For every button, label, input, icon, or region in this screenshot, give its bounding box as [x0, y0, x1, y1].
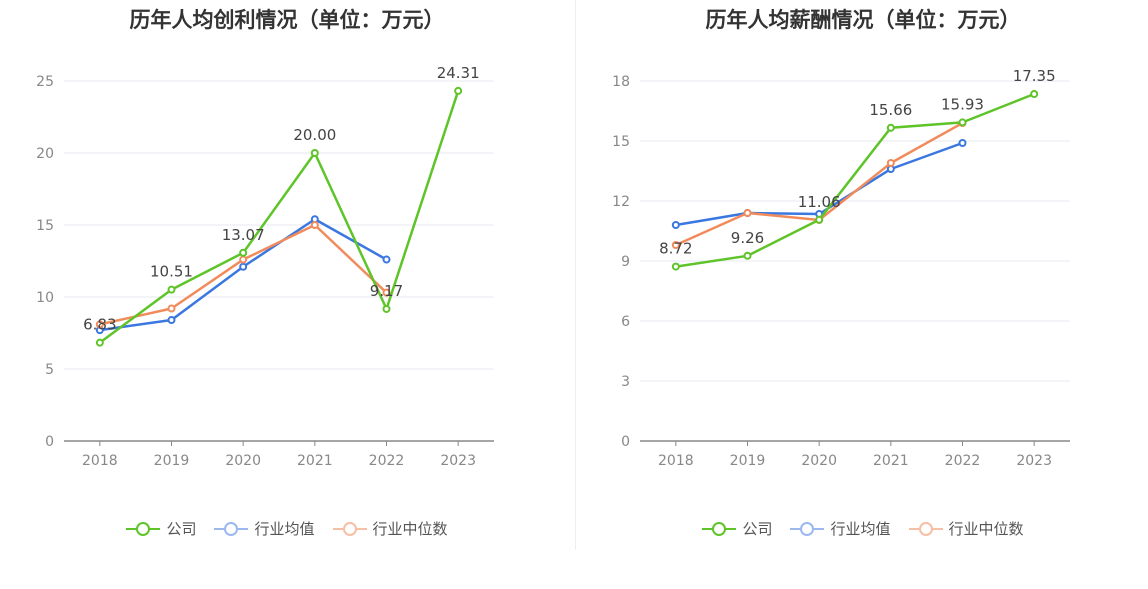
data-label: 15.66: [869, 101, 912, 119]
chart-legend: 公司 行业均值 行业中位数: [0, 518, 574, 539]
legend-marker-industry-median: [332, 521, 367, 536]
legend-marker-industry-median: [908, 521, 943, 536]
chart-title: 历年人均薪酬情况（单位：万元）: [705, 8, 1021, 32]
company-point[interactable]: [815, 215, 824, 224]
data-label: 20.00: [293, 126, 336, 144]
industry-avg-point[interactable]: [239, 262, 248, 271]
company-point[interactable]: [167, 285, 176, 294]
data-label: 24.31: [437, 64, 480, 82]
legend-item-company[interactable]: 公司: [702, 518, 772, 539]
x-tick-label: 2021: [873, 453, 909, 469]
data-label: 15.93: [941, 95, 984, 113]
legend-label: 行业均值: [254, 520, 315, 538]
x-tick-label: 2019: [154, 453, 190, 469]
x-tick-label: 2018: [658, 453, 694, 469]
legend-marker-company: [126, 521, 161, 536]
y-tick-label: 9: [621, 254, 630, 270]
panel-divider: [575, 0, 576, 550]
x-tick-label: 2021: [297, 453, 333, 469]
y-tick-label: 0: [621, 434, 630, 450]
company-line: [99, 90, 460, 344]
industry-median-point[interactable]: [167, 304, 176, 313]
industry-median-point[interactable]: [95, 320, 104, 329]
legend-item-industry-median[interactable]: 行业中位数: [908, 518, 1024, 539]
x-tick-label: 2023: [440, 453, 476, 469]
legend-marker-industry-avg: [790, 521, 825, 536]
x-tick-label: 2022: [945, 453, 981, 469]
legend-marker-industry-avg: [214, 521, 249, 536]
data-label: 6.83: [83, 316, 116, 334]
legend-item-industry-avg[interactable]: 行业均值: [790, 518, 891, 539]
legend-label: 行业中位数: [948, 520, 1024, 538]
y-tick-label: 10: [36, 290, 54, 306]
data-label: 8.72: [659, 240, 692, 258]
company-point[interactable]: [671, 262, 680, 271]
y-tick-label: 6: [621, 314, 630, 330]
salary-line-chart: 0 3 6 9 12 15 18 2018 2019 2020 2021 2022 2023 8.72 9.…: [612, 67, 1070, 469]
x-tick-label: 2019: [730, 453, 766, 469]
chart-legend: 公司 行业均值 行业中位数: [576, 518, 1148, 539]
legend-item-industry-median[interactable]: 行业中位数: [332, 518, 448, 539]
company-point[interactable]: [454, 86, 463, 95]
industry-avg-point[interactable]: [167, 316, 176, 325]
x-tick-label: 2022: [369, 453, 405, 469]
legend-label: 公司: [742, 520, 773, 538]
industry-median-point[interactable]: [886, 159, 895, 167]
salary-chart-panel: 历年人均薪酬情况（单位：万元） 0 3 6 9 12 15 18 2018 2019 2020 20…: [576, 0, 1148, 589]
data-label: 10.51: [150, 263, 193, 281]
data-label: 9.17: [370, 282, 403, 300]
company-line: [675, 92, 1035, 268]
company-point[interactable]: [743, 251, 752, 260]
legend-item-company[interactable]: 公司: [126, 518, 196, 539]
chart-title: 历年人均创利情况（单位：万元）: [129, 8, 445, 32]
data-label: 9.26: [731, 229, 764, 247]
company-point[interactable]: [95, 338, 104, 347]
company-point[interactable]: [958, 118, 967, 127]
y-tick-label: 20: [36, 146, 54, 162]
company-point[interactable]: [1030, 90, 1039, 98]
profit-chart-panel: 历年人均创利情况（单位：万元） 0 5 10 15 20 25 2018 2019 2020 20…: [0, 8, 574, 539]
y-tick-label: 12: [612, 194, 630, 210]
company-point[interactable]: [382, 304, 391, 313]
company-point[interactable]: [310, 149, 319, 157]
y-tick-label: 25: [36, 74, 54, 90]
industry-median-point[interactable]: [239, 255, 248, 264]
x-tick-label: 2023: [1016, 453, 1052, 469]
industry-avg-point[interactable]: [958, 139, 967, 147]
y-tick-label: 18: [612, 74, 630, 90]
industry-avg-point[interactable]: [382, 255, 391, 264]
industry-median-point[interactable]: [310, 221, 319, 229]
industry-median-point[interactable]: [743, 209, 752, 217]
profit-line-chart: 0 5 10 15 20 25 2018 2019 2020 2021 2022 2023 6.83 10…: [36, 64, 494, 469]
data-label: 17.35: [1013, 67, 1056, 85]
y-tick-label: 15: [612, 134, 630, 150]
legend-marker-company: [702, 521, 737, 536]
data-label: 11.06: [798, 193, 841, 211]
legend-label: 行业均值: [830, 520, 891, 538]
industry-avg-point[interactable]: [671, 221, 680, 229]
y-tick-label: 3: [621, 374, 630, 390]
y-tick-label: 5: [45, 362, 54, 378]
y-tick-label: 15: [36, 218, 54, 234]
data-label: 13.07: [222, 226, 265, 244]
x-tick-label: 2018: [82, 453, 118, 469]
industry-median-point[interactable]: [382, 288, 391, 297]
industry-median-point[interactable]: [671, 241, 680, 249]
x-tick-label: 2020: [801, 453, 837, 469]
y-tick-label: 0: [45, 434, 54, 450]
legend-label: 公司: [166, 520, 197, 538]
legend-item-industry-avg[interactable]: 行业均值: [214, 518, 315, 539]
company-point[interactable]: [239, 248, 248, 257]
legend-label: 行业中位数: [372, 520, 448, 538]
x-tick-label: 2020: [225, 453, 261, 469]
company-point[interactable]: [886, 123, 895, 132]
